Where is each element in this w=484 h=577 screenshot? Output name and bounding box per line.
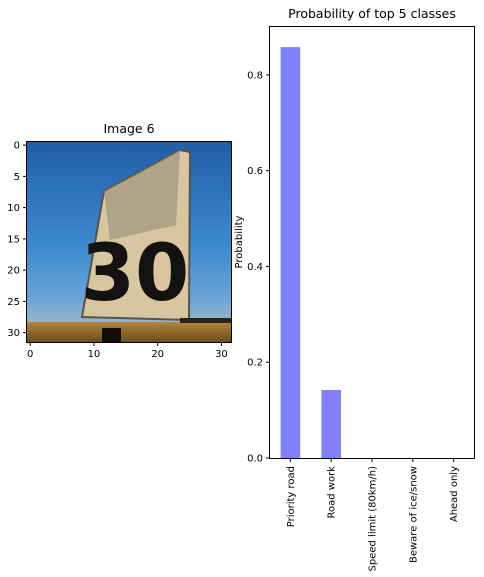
bar-chart: Probability of top 5 classes Probability… bbox=[234, 6, 475, 571]
image-panel: Image 6 30 0 10 2 bbox=[7, 121, 232, 360]
image-x-tick-label: 10 bbox=[88, 349, 101, 360]
chart-x-tick-label: Beware of ice/snow bbox=[408, 466, 419, 563]
sign-digits: 30 bbox=[81, 229, 190, 319]
chart-y-tick-label: 0.6 bbox=[247, 166, 263, 177]
image-y-tick-label: 25 bbox=[7, 297, 20, 308]
chart-x-tick-label: Speed limit (80km/h) bbox=[368, 466, 379, 572]
chart-y-tick-label: 0.4 bbox=[247, 262, 263, 273]
bar bbox=[321, 389, 341, 458]
image-x-tick-label: 0 bbox=[27, 349, 33, 360]
traffic-sign-image: 30 bbox=[27, 142, 231, 342]
sign-shadow bbox=[104, 150, 180, 240]
image-x-axis: 0 10 20 30 bbox=[27, 342, 228, 360]
chart-x-tick-label: Priority road bbox=[286, 466, 297, 527]
image-x-tick-label: 20 bbox=[151, 349, 164, 360]
image-x-tick-label: 30 bbox=[215, 349, 228, 360]
image-y-tick-label: 20 bbox=[7, 266, 20, 277]
image-y-tick-label: 5 bbox=[14, 172, 20, 183]
y-axis-label: Probability bbox=[234, 215, 245, 268]
chart-x-axis: Priority road Road work Speed limit (80km/… bbox=[286, 458, 460, 571]
chart-y-axis: 0.0 0.2 0.4 0.6 0.8 bbox=[247, 70, 270, 465]
chart-frame bbox=[269, 26, 475, 459]
chart-title: Probability of top 5 classes bbox=[288, 6, 456, 21]
chart-x-tick-label: Ahead only bbox=[449, 466, 460, 522]
image-y-tick-label: 10 bbox=[7, 203, 20, 214]
chart-y-tick-label: 0.8 bbox=[247, 70, 263, 81]
image-y-tick-label: 30 bbox=[7, 328, 20, 339]
ground bbox=[27, 322, 231, 342]
sign-post bbox=[102, 328, 121, 342]
chart-x-tick-label: Road work bbox=[327, 466, 338, 519]
bar bbox=[280, 47, 301, 458]
image-y-axis: 0 5 10 15 20 25 30 bbox=[7, 141, 27, 339]
bars bbox=[280, 47, 341, 458]
chart-y-tick-label: 0.0 bbox=[247, 454, 263, 465]
image-y-tick-label: 15 bbox=[7, 234, 20, 245]
image-panel-title: Image 6 bbox=[103, 121, 154, 136]
image-frame bbox=[26, 141, 232, 343]
sign-base bbox=[180, 318, 231, 323]
image-y-tick-label: 0 bbox=[14, 141, 20, 152]
chart-y-tick-label: 0.2 bbox=[247, 358, 263, 369]
